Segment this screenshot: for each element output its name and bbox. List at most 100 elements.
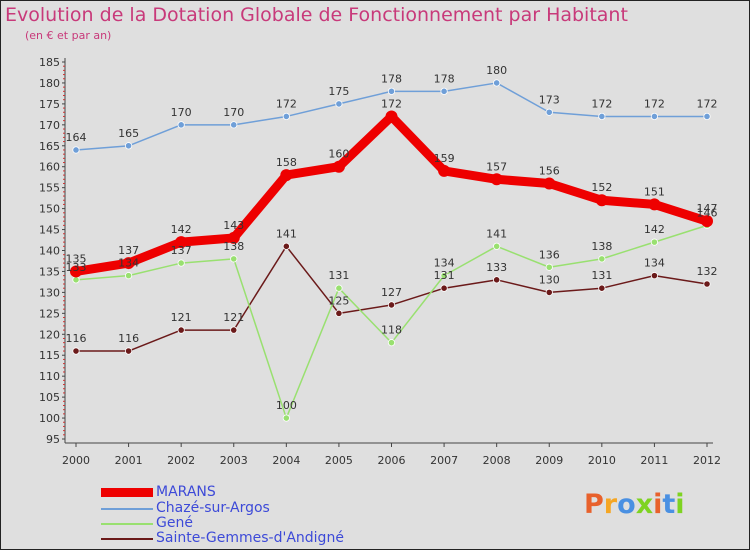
data-label: 100 bbox=[276, 399, 297, 412]
data-point bbox=[282, 414, 290, 422]
data-point bbox=[385, 110, 398, 123]
y-tick-label: 110 bbox=[39, 370, 60, 383]
data-label: 121 bbox=[223, 311, 244, 324]
data-point bbox=[490, 173, 503, 186]
y-tick-label: 185 bbox=[39, 56, 60, 69]
data-label: 178 bbox=[434, 72, 455, 85]
data-label: 125 bbox=[328, 294, 349, 307]
data-point bbox=[493, 242, 501, 250]
data-point bbox=[177, 259, 185, 267]
data-label: 173 bbox=[539, 93, 560, 106]
data-label: 156 bbox=[539, 164, 560, 177]
data-label: 172 bbox=[591, 97, 612, 110]
data-point bbox=[545, 263, 553, 271]
data-point bbox=[648, 198, 661, 211]
x-tick-label: 2008 bbox=[483, 454, 511, 467]
data-label: 147 bbox=[697, 202, 718, 215]
data-point bbox=[440, 272, 448, 280]
data-label: 118 bbox=[381, 324, 402, 337]
y-tick-label: 155 bbox=[39, 182, 60, 195]
data-point bbox=[124, 142, 133, 150]
legend-swatch-sainte-gemmes bbox=[101, 538, 153, 540]
data-label: 130 bbox=[539, 273, 560, 286]
data-label: 170 bbox=[223, 106, 244, 119]
data-label: 165 bbox=[118, 127, 139, 140]
proxiti-logo: Proxiti bbox=[584, 489, 685, 520]
y-tick-label: 135 bbox=[39, 265, 60, 278]
legend-label-gene: Gené bbox=[156, 515, 193, 531]
data-label: 134 bbox=[118, 257, 139, 270]
x-tick-label: 2005 bbox=[325, 454, 353, 467]
x-tick-label: 2011 bbox=[640, 454, 668, 467]
data-label: 142 bbox=[644, 223, 665, 236]
data-label: 164 bbox=[66, 131, 87, 144]
data-point bbox=[230, 255, 238, 263]
logo-letter: o bbox=[617, 489, 636, 520]
data-point bbox=[650, 272, 659, 280]
data-point bbox=[122, 257, 135, 270]
logo-letter: i bbox=[653, 489, 663, 520]
legend-item-marans: MARANS bbox=[101, 484, 501, 501]
data-label: 143 bbox=[223, 219, 244, 232]
logo-letter: r bbox=[603, 489, 618, 520]
data-point bbox=[650, 238, 659, 246]
data-point bbox=[280, 169, 293, 182]
legend-swatch-gene bbox=[101, 523, 153, 525]
data-label: 180 bbox=[486, 64, 507, 77]
y-tick-label: 105 bbox=[39, 391, 60, 404]
legend-label-marans: MARANS bbox=[156, 484, 216, 500]
data-label: 141 bbox=[486, 227, 507, 240]
y-tick-label: 140 bbox=[39, 245, 60, 258]
data-point bbox=[598, 284, 606, 292]
data-label: 172 bbox=[644, 97, 665, 110]
data-label: 142 bbox=[171, 223, 192, 236]
data-point bbox=[124, 272, 133, 280]
data-label: 116 bbox=[118, 332, 139, 345]
data-label: 137 bbox=[118, 244, 139, 257]
data-label: 138 bbox=[591, 240, 612, 253]
data-label: 157 bbox=[486, 160, 507, 173]
data-point bbox=[227, 231, 240, 244]
data-label: 133 bbox=[66, 261, 87, 274]
x-tick-label: 2004 bbox=[272, 454, 300, 467]
data-label: 134 bbox=[644, 257, 665, 270]
data-point bbox=[335, 309, 343, 317]
data-point bbox=[177, 121, 185, 129]
data-label: 172 bbox=[276, 97, 297, 110]
data-label: 146 bbox=[697, 206, 718, 219]
data-point bbox=[335, 284, 343, 292]
x-tick-label: 2002 bbox=[167, 454, 195, 467]
data-label: 160 bbox=[328, 148, 349, 161]
y-tick-label: 95 bbox=[46, 433, 60, 446]
data-point bbox=[282, 112, 290, 121]
y-tick-label: 130 bbox=[39, 286, 60, 299]
data-point bbox=[230, 121, 238, 129]
data-point bbox=[543, 177, 556, 190]
x-tick-label: 2012 bbox=[693, 454, 721, 467]
data-point bbox=[387, 301, 396, 309]
legend-label-chaze-sur-argos: Chazé-sur-Argos bbox=[156, 500, 270, 516]
data-point bbox=[72, 276, 80, 284]
y-tick-label: 150 bbox=[39, 203, 60, 216]
data-label: 133 bbox=[486, 261, 507, 274]
data-point bbox=[650, 112, 659, 121]
data-point bbox=[387, 87, 396, 95]
data-point bbox=[493, 79, 501, 87]
x-tick-label: 2007 bbox=[430, 454, 458, 467]
data-point bbox=[440, 284, 448, 292]
data-point bbox=[282, 242, 290, 250]
y-tick-label: 125 bbox=[39, 307, 60, 320]
y-tick-label: 160 bbox=[39, 161, 60, 174]
data-label: 170 bbox=[171, 106, 192, 119]
x-tick-label: 2003 bbox=[220, 454, 248, 467]
data-label: 127 bbox=[381, 286, 402, 299]
data-point bbox=[595, 194, 608, 207]
x-tick-label: 2006 bbox=[378, 454, 406, 467]
data-point bbox=[598, 255, 606, 263]
data-point bbox=[124, 347, 133, 355]
data-label: 159 bbox=[434, 152, 455, 165]
legend-label-sainte-gemmes: Sainte-Gemmes-d'Andigné bbox=[156, 530, 344, 546]
data-point bbox=[387, 339, 396, 347]
